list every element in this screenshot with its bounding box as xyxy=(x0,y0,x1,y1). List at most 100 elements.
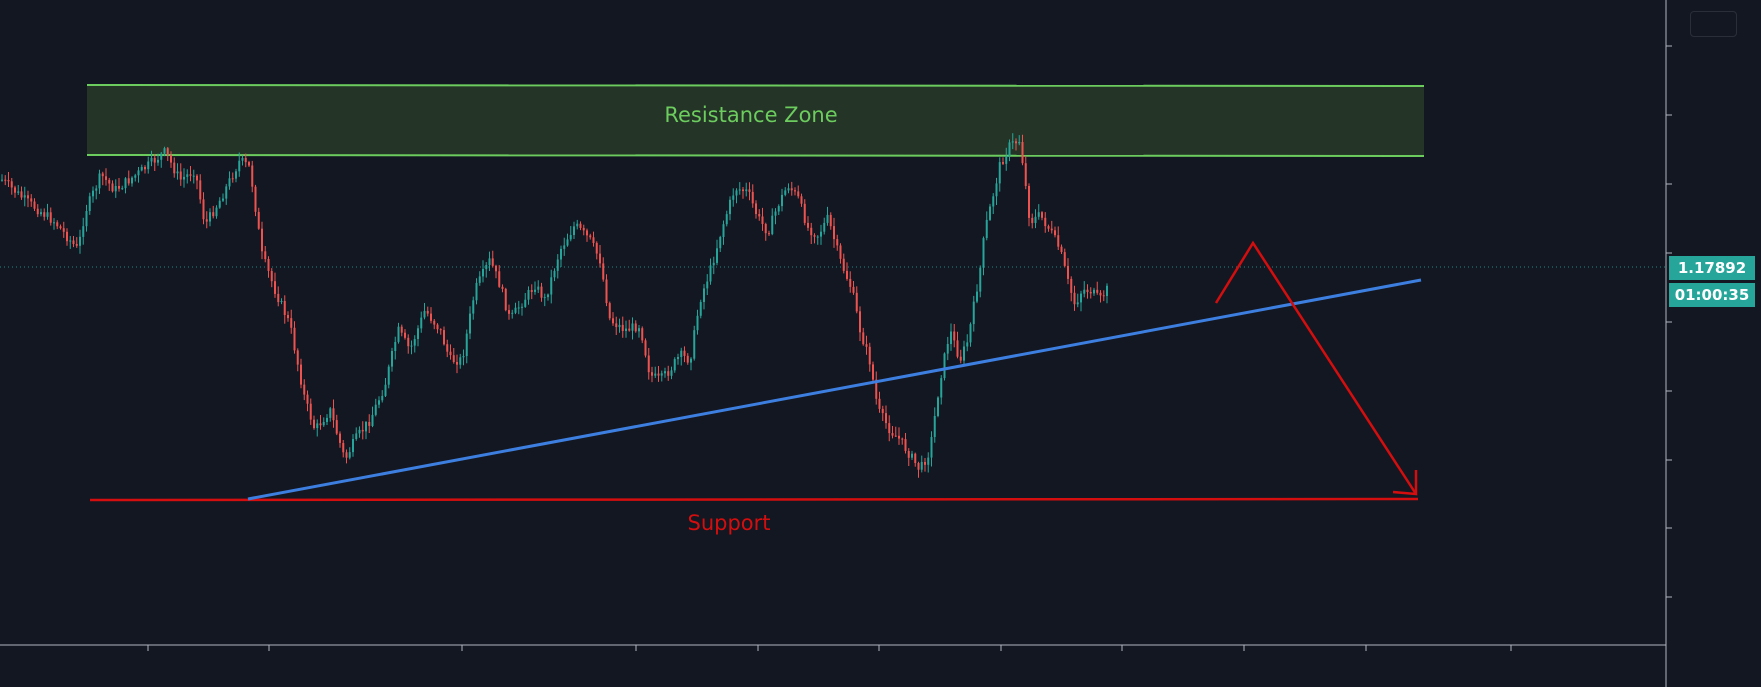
candle-body xyxy=(365,422,367,432)
candle-body xyxy=(248,162,250,166)
candle-body xyxy=(342,443,345,453)
candle-body xyxy=(482,269,484,277)
candle-body xyxy=(56,222,59,227)
candle-body xyxy=(131,177,133,184)
support-label: Support xyxy=(687,511,770,535)
candle-body xyxy=(969,324,972,343)
candle-body xyxy=(1073,292,1076,305)
candle-body xyxy=(189,174,192,176)
candle-body xyxy=(478,276,481,283)
candle-body xyxy=(423,310,426,318)
candle-body xyxy=(134,175,137,178)
candle-body xyxy=(105,176,107,180)
candle-body xyxy=(348,452,351,458)
candle-body xyxy=(277,293,280,303)
support-line[interactable] xyxy=(89,497,1419,502)
candle-body xyxy=(566,239,569,246)
candle-body xyxy=(62,228,65,232)
candle-body xyxy=(664,371,666,374)
candle-body xyxy=(599,253,601,264)
candle-body xyxy=(865,344,868,347)
candle-body xyxy=(397,326,400,342)
candle-body xyxy=(517,307,520,309)
candle-body xyxy=(881,408,884,414)
forecast-path[interactable] xyxy=(1214,240,1418,495)
candle-body xyxy=(205,219,208,222)
candle-body xyxy=(560,248,562,260)
candle-body xyxy=(345,452,348,458)
candle-body xyxy=(274,281,276,294)
candle-body xyxy=(849,278,852,287)
candle-body xyxy=(85,211,88,227)
candle-body xyxy=(215,207,218,217)
candle-body xyxy=(144,167,146,170)
candle-body xyxy=(836,239,839,246)
resistance-zone-top-line[interactable] xyxy=(86,84,1425,87)
candle-body xyxy=(521,306,523,308)
candle-body xyxy=(192,175,195,177)
candle-body xyxy=(670,370,673,376)
candle-body xyxy=(290,318,293,328)
candle-body xyxy=(358,429,361,434)
candle-body xyxy=(813,235,816,237)
candle-body xyxy=(1060,246,1063,252)
candle-body xyxy=(111,183,114,192)
candle-body xyxy=(394,342,397,351)
chart-settings-button[interactable] xyxy=(1690,11,1737,37)
candle-body xyxy=(634,323,637,332)
candle-body xyxy=(904,439,907,451)
candle-body xyxy=(787,188,790,191)
resistance-zone-bottom-line[interactable] xyxy=(86,154,1425,157)
price-axis[interactable] xyxy=(1665,0,1672,687)
candle-body xyxy=(66,231,68,242)
candle-body xyxy=(803,203,806,223)
candle-body xyxy=(196,175,198,181)
candle-body xyxy=(495,265,497,272)
candle-body xyxy=(36,208,39,215)
candle-body xyxy=(1,179,3,181)
candle-body xyxy=(75,244,78,246)
candle-body xyxy=(1086,289,1089,292)
candle-body xyxy=(706,281,709,289)
candle-body xyxy=(573,226,575,235)
candle-body xyxy=(316,423,319,429)
candle-body xyxy=(677,357,679,360)
candle-body xyxy=(777,206,780,212)
resistance-zone[interactable]: Resistance Zone xyxy=(86,84,1425,157)
candle-body xyxy=(771,215,774,235)
candle-body xyxy=(807,222,809,228)
candle-body xyxy=(170,155,172,163)
candle-body xyxy=(118,186,120,189)
candle-body xyxy=(920,462,923,470)
candle-body xyxy=(972,301,975,325)
forecast-arrow[interactable] xyxy=(1214,240,1418,496)
candle-body xyxy=(1015,141,1017,144)
candle-body xyxy=(504,288,507,311)
candle-body xyxy=(14,187,16,193)
candle-body xyxy=(1054,230,1056,236)
candle-body xyxy=(150,157,153,162)
forecast-arrowhead xyxy=(1392,470,1418,496)
support-level[interactable]: Support xyxy=(89,497,1419,535)
candle-body xyxy=(313,419,315,429)
candle-body xyxy=(553,270,556,278)
candle-body xyxy=(719,237,722,249)
candle-body xyxy=(862,332,865,345)
time-axis[interactable] xyxy=(0,644,1666,651)
candle-body xyxy=(647,355,650,373)
candle-body xyxy=(911,453,913,458)
candle-body xyxy=(46,212,49,217)
candle-body xyxy=(485,265,488,270)
candle-body xyxy=(582,227,585,231)
candle-body xyxy=(404,332,406,338)
candle-body xyxy=(667,371,670,376)
resistance-zone-label: Resistance Zone xyxy=(664,103,837,127)
candle-body xyxy=(735,190,738,196)
candle-body xyxy=(638,328,640,332)
candle-body xyxy=(927,457,930,465)
ascending-trendline[interactable] xyxy=(247,278,1422,501)
candle-body xyxy=(69,240,72,242)
candle-body xyxy=(608,303,611,319)
candle-body xyxy=(264,251,267,260)
